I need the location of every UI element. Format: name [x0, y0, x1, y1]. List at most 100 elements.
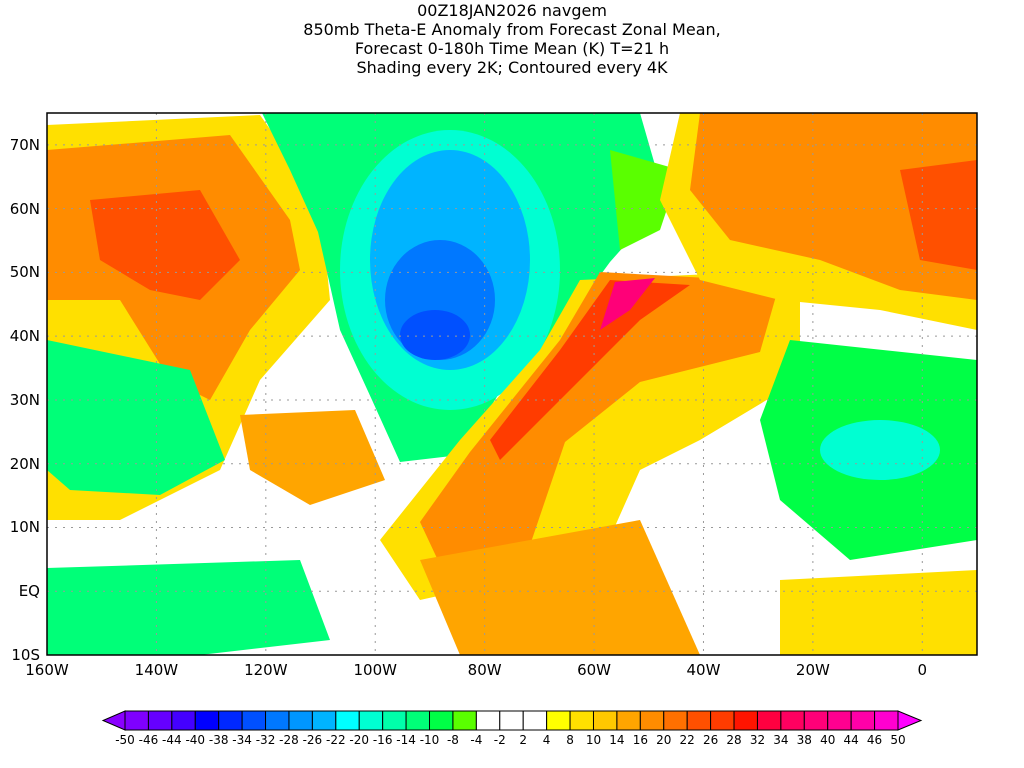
lon-label: 100W: [353, 661, 397, 679]
colorbar-label: -10: [419, 733, 440, 747]
colorbar-label: -28: [279, 733, 299, 747]
cyan-region-africa: [820, 420, 940, 480]
colorbar-swatch: [874, 710, 899, 731]
colorbar-label: -50: [115, 733, 135, 747]
colorbar-swatch: [288, 710, 313, 731]
colorbar-label: -34: [232, 733, 252, 747]
colorbar-label: 38: [796, 733, 812, 747]
orange-region-mexico: [240, 410, 385, 505]
colorbar-label: 34: [773, 733, 789, 747]
title-line-4: Shading every 2K; Contoured every 4K: [356, 58, 668, 77]
colorbar-swatch: [147, 710, 173, 731]
colorbar-label: 50: [890, 733, 906, 747]
colorbar-swatch: [710, 710, 735, 731]
colorbar-label: 32: [749, 733, 766, 747]
colorbar-label: -40: [185, 733, 206, 747]
colorbar-swatch: [592, 710, 618, 731]
lon-label: 0: [917, 661, 928, 679]
colorbar-swatch: [569, 710, 594, 731]
colorbar-swatch: [639, 710, 665, 731]
colorbar-label: -20: [349, 733, 370, 747]
colorbar-swatch: [405, 710, 431, 731]
colorbar-label: -8: [446, 733, 459, 747]
title-line-2: 850mb Theta-E Anomaly from Forecast Zona…: [303, 20, 721, 39]
colorbar-swatch: [382, 710, 407, 731]
colorbar-swatch: [124, 710, 149, 731]
green-region-pacific: [47, 340, 225, 495]
lat-label: 50N: [9, 263, 40, 282]
colorbar-label: 28: [726, 733, 742, 747]
title-line-3: Forecast 0-180h Time Mean (K) T=21 h: [354, 39, 670, 58]
green-band-south-pacific: [47, 560, 330, 655]
colorbar: [101, 710, 923, 731]
colorbar-label: 22: [679, 733, 695, 747]
shaded-field: [47, 113, 977, 655]
map-frame: [46, 112, 978, 656]
lon-label: 160W: [25, 661, 69, 679]
colorbar-label: 8: [566, 733, 574, 747]
lon-label: 40W: [686, 661, 721, 679]
colorbar-swatch: [265, 710, 290, 731]
colorbar-label: -44: [162, 733, 182, 747]
lat-label: 60N: [9, 199, 40, 218]
colorbar-swatch: [756, 710, 782, 731]
magenta-streak: [600, 278, 655, 330]
lon-label: 140W: [134, 661, 179, 679]
lat-label: 10S: [11, 646, 40, 664]
deep-orange-region-northeast: [900, 160, 977, 270]
lon-label: 80W: [467, 661, 502, 679]
colorbar-swatch: [499, 710, 524, 731]
lat-label: 40N: [9, 327, 40, 346]
colorbar-label: -2: [493, 733, 506, 747]
colorbar-label: -22: [326, 733, 346, 747]
colorbar-label: 4: [542, 733, 551, 747]
colorbar-label: -38: [208, 733, 229, 747]
colorbar-low-arrow: [101, 710, 126, 731]
colorbar-swatch: [475, 710, 501, 731]
lat-label: 20N: [9, 454, 40, 473]
orange-region-atlantic: [420, 272, 780, 618]
colorbar-swatch: [171, 710, 196, 731]
colorbar-swatch: [803, 710, 829, 731]
colorbar-swatch: [241, 710, 267, 731]
lime-edge: [610, 150, 680, 250]
colorbar-swatch: [335, 710, 360, 731]
colorbar-swatch: [452, 710, 477, 731]
colorbar-label: 20: [656, 733, 672, 747]
lon-label: 60W: [577, 661, 612, 679]
colorbar-label: -32: [255, 733, 276, 747]
orange-region-south-america: [420, 520, 700, 655]
colorbar-swatch: [827, 710, 852, 731]
colorbar-label: 40: [820, 733, 836, 747]
colorbar-swatch: [358, 710, 384, 731]
colorbar-high-arrow: [897, 710, 923, 731]
colorbar-swatch: [733, 710, 758, 731]
colorbar-swatch: [546, 710, 571, 731]
colorbar-swatch: [686, 710, 712, 731]
orange-region-northeast: [690, 113, 977, 300]
colorbar-swatch: [311, 710, 337, 731]
lat-label: 70N: [9, 135, 40, 154]
colorbar-label: 46: [866, 733, 883, 747]
colorbar-label: 16: [632, 733, 648, 747]
colorbar-label: 14: [609, 733, 625, 747]
colorbar-swatch: [850, 710, 876, 731]
lat-label: EQ: [18, 582, 40, 601]
title-line-1: 00Z18JAN2026 navgem: [417, 1, 607, 20]
colorbar-swatch: [616, 710, 641, 731]
colorbar-swatch: [218, 710, 243, 731]
colorbar-swatch: [522, 710, 548, 731]
colorbar-swatch: [194, 710, 220, 731]
colorbar-label: -16: [372, 733, 393, 747]
lon-label: 20W: [795, 661, 830, 679]
colorbar-label: 44: [843, 733, 859, 747]
colorbar-swatch: [663, 710, 688, 731]
colorbar-swatch: [780, 710, 805, 731]
red-region-atlantic: [490, 280, 690, 460]
colorbar-label: 26: [702, 733, 719, 747]
lat-label: 30N: [9, 390, 40, 409]
dark-blue-region: [400, 310, 470, 360]
yellow-region-south-atlantic: [780, 570, 977, 655]
colorbar-label: 2: [519, 733, 528, 747]
